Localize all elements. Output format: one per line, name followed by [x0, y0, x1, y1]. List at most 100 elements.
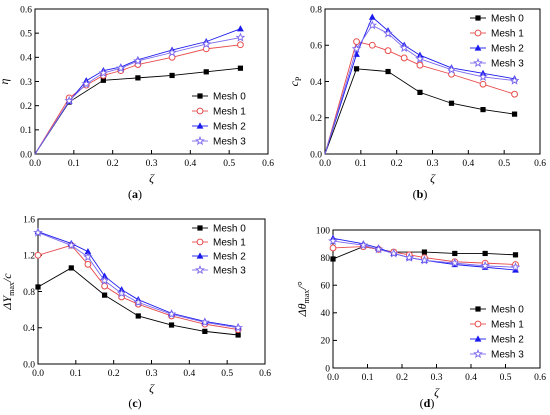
legend-marker	[196, 238, 204, 246]
legend-label: Mesh 1	[491, 320, 524, 331]
legend: Mesh 0 Mesh 1 Mesh 2 Mesh 3	[192, 224, 246, 277]
x-axis-label: ζ	[149, 171, 155, 185]
data-point	[417, 89, 423, 95]
data-point	[101, 292, 108, 298]
data-point	[358, 240, 369, 250]
data-point	[133, 55, 143, 66]
data-point	[167, 47, 177, 57]
data-point	[512, 252, 519, 258]
x-tick-label: 0.1	[362, 373, 374, 383]
data-point	[511, 111, 518, 117]
data-point	[421, 249, 428, 255]
x-tick-label: 0.6	[534, 159, 546, 169]
series-mesh-1	[34, 41, 244, 155]
x-tick-label: 0.4	[465, 373, 477, 383]
legend-label: Mesh 0	[491, 14, 524, 25]
legend: Mesh 0 Mesh 1 Mesh 2 Mesh 3	[470, 14, 524, 70]
x-tick-label: 0.6	[534, 373, 546, 383]
x-tick-label: 0.1	[70, 369, 82, 379]
x-tick-label: 0.0	[29, 159, 41, 169]
data-point	[68, 265, 74, 271]
data-point	[367, 20, 378, 30]
data-point	[448, 100, 455, 106]
x-tick-label: 0.0	[32, 369, 44, 379]
data-point	[83, 251, 93, 262]
x-axis-label: ζ	[430, 171, 436, 185]
series-mesh-0	[34, 65, 244, 155]
data-point	[33, 227, 43, 237]
y-axis-label: cP	[287, 76, 303, 86]
chart-panel-a: 0.0 0.1 0.2 0.3 0.4 0.5 0.6 0.0 0.1 0.2 0.3 0.4 0.5 0…	[0, 5, 274, 201]
data-point	[415, 53, 425, 63]
legend-label: Mesh 1	[213, 107, 246, 118]
chart-panel-d: 0.0 0.1 0.2 0.3 0.4 0.5 0.6 0 20 40 60 80 100 ζ Δθmax/…	[295, 226, 546, 410]
y-tick-label: 20	[321, 337, 331, 347]
y-tick-label: 0.6	[310, 42, 322, 52]
y-tick-label: 40	[321, 309, 331, 319]
panel-caption: (a)	[128, 187, 142, 201]
x-tick-label: 0.5	[223, 159, 235, 169]
legend-label: Mesh 2	[491, 335, 524, 346]
data-point	[388, 248, 399, 258]
y-tick-label: 60	[321, 282, 331, 292]
legend-marker	[474, 44, 482, 51]
y-tick-label: 0.0	[23, 360, 35, 370]
legend-label: Mesh 3	[491, 350, 524, 361]
data-point	[135, 75, 141, 81]
legend-label: Mesh 3	[491, 59, 524, 70]
data-point	[133, 297, 144, 307]
x-axis-label: ζ	[434, 385, 440, 399]
legend-label: Mesh 0	[213, 224, 246, 235]
legend-label: Mesh 2	[213, 122, 246, 133]
data-point	[201, 38, 212, 49]
data-point	[81, 78, 92, 89]
legend-marker	[473, 57, 483, 68]
data-point	[511, 90, 518, 98]
x-tick-label: 0.3	[431, 373, 443, 383]
data-point	[100, 77, 106, 83]
x-tick-label: 0.0	[327, 373, 339, 383]
legend-marker	[195, 135, 205, 146]
data-point	[116, 288, 127, 298]
y-tick-label: 0.0	[20, 150, 32, 160]
data-point	[233, 322, 243, 332]
y-tick-label: 1.2	[23, 252, 35, 262]
data-point	[166, 309, 177, 319]
series-mesh-2	[34, 25, 244, 155]
series-mesh-3	[328, 235, 521, 272]
y-tick-label: 0.1	[20, 126, 32, 136]
data-point	[416, 61, 424, 69]
legend-marker	[475, 15, 481, 21]
legend-marker	[474, 29, 482, 37]
data-point	[404, 252, 415, 262]
data-point	[373, 244, 384, 254]
x-tick-label: 0.2	[396, 373, 408, 383]
data-point	[449, 258, 460, 268]
data-point	[200, 317, 210, 327]
legend-marker	[197, 225, 203, 231]
legend-label: Mesh 0	[491, 305, 524, 316]
series-line	[324, 68, 515, 155]
legend-label: Mesh 3	[213, 266, 246, 277]
y-axis-label: Δθmax/°	[295, 281, 311, 317]
series-mesh-2	[324, 13, 518, 155]
x-tick-label: 0.6	[262, 159, 274, 169]
data-point	[64, 95, 75, 105]
y-tick-label: 80	[321, 254, 331, 264]
x-tick-label: 0.0	[319, 159, 331, 169]
data-point	[330, 256, 336, 262]
y-tick-label: 0.8	[23, 288, 35, 298]
data-point	[235, 32, 246, 42]
data-point	[98, 67, 109, 78]
data-point	[169, 72, 175, 79]
x-tick-label: 0.1	[355, 159, 367, 169]
series-line	[324, 24, 515, 155]
legend-label: Mesh 1	[491, 29, 524, 40]
y-tick-label: 0.2	[310, 114, 322, 124]
legend-marker	[474, 320, 482, 328]
panel-caption: (b)	[413, 187, 428, 201]
data-point	[66, 240, 77, 250]
data-point	[479, 80, 487, 88]
panel-caption: (c)	[128, 396, 141, 410]
